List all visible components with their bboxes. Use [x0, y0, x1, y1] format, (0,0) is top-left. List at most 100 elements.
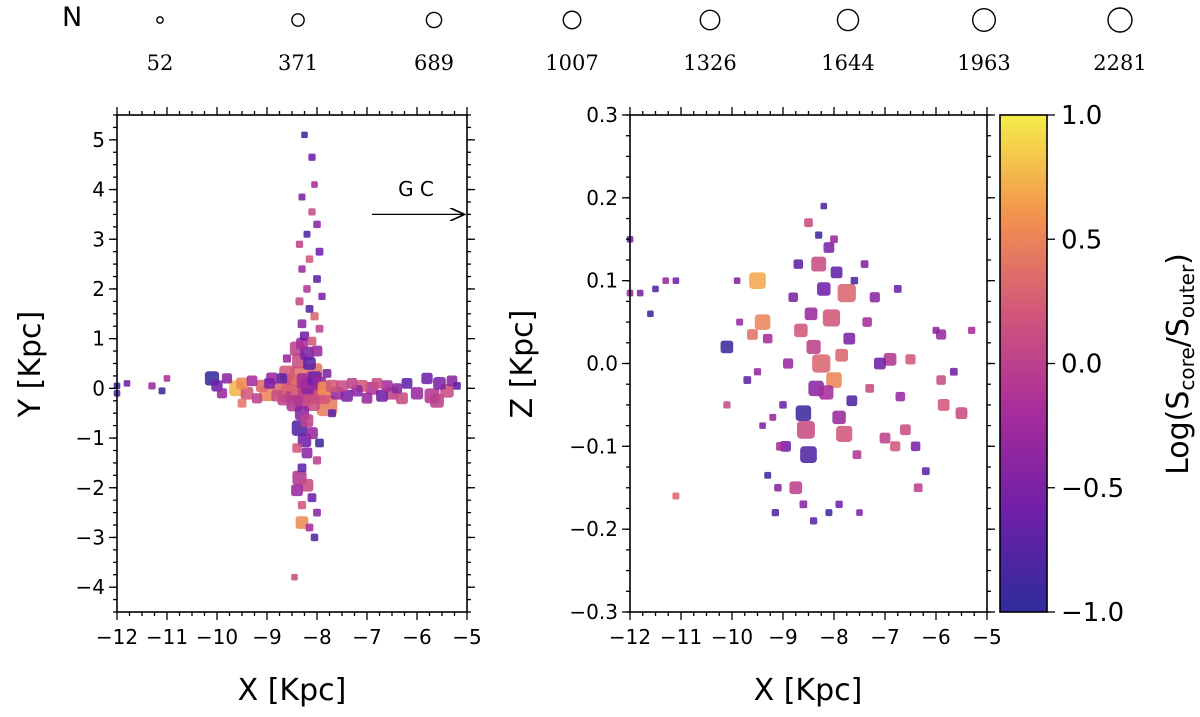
size-legend: N 52 371 689 1007 1326 1644 1963 2281	[62, 2, 1147, 75]
xz-point	[921, 467, 930, 476]
xz-point	[736, 318, 744, 326]
xz-point	[826, 372, 842, 388]
xz-point	[800, 446, 817, 463]
xy-point	[396, 392, 408, 405]
xy-point	[246, 375, 258, 387]
xy-point	[282, 354, 292, 363]
xy-x-tick-label: −12	[96, 625, 138, 649]
xz-x-tick-label: −10	[711, 625, 753, 649]
size-legend-marker	[291, 13, 305, 27]
xy-point	[297, 319, 307, 329]
xz-point	[723, 401, 731, 409]
xy-y-tick-label: −4	[76, 575, 105, 599]
xz-point	[672, 492, 680, 500]
xy-point	[308, 208, 316, 216]
xy-x-tick-label: −8	[302, 625, 331, 649]
xy-point	[305, 523, 314, 532]
xz-point	[720, 340, 734, 354]
xy-point	[361, 392, 373, 404]
xy-point	[305, 304, 314, 313]
colorbar-tick-label: 1.0	[1061, 101, 1102, 131]
xz-point	[815, 231, 823, 239]
xy-point	[311, 345, 323, 357]
xz-point	[846, 395, 858, 407]
xz-point	[672, 277, 680, 284]
xy-point	[236, 377, 248, 390]
xz-y-tick-label: 0.2	[586, 186, 618, 210]
xz-point	[754, 314, 771, 330]
xy-y-tick-label: 2	[92, 277, 105, 301]
xy-point	[300, 414, 314, 428]
xy-point	[307, 336, 317, 346]
xz-y-tick-label: −0.2	[569, 517, 618, 541]
xy-point	[276, 373, 288, 384]
xz-point	[809, 517, 818, 525]
size-legend-marker	[425, 11, 443, 29]
xz-x-tick-label: −7	[870, 625, 899, 649]
xz-x-tick-label: −11	[660, 625, 702, 649]
xy-point	[297, 463, 307, 473]
xy-point	[291, 573, 298, 581]
xz-point	[823, 242, 835, 253]
xy-point	[301, 447, 313, 459]
xz-ticks: −12 −11 −10 −9 −8 −7 −6 −5 −0.3 −0.2 −0.1 0.0 0.1 0.2…	[569, 103, 1001, 649]
xz-point	[830, 266, 843, 279]
xy-point	[305, 255, 314, 263]
xz-point	[852, 450, 862, 459]
xy-point	[336, 380, 348, 392]
xy-x-tick-label: −6	[402, 625, 431, 649]
xz-point	[771, 508, 779, 517]
xy-point	[221, 373, 233, 384]
xz-y-axis-title: Z [Kpc]	[505, 310, 540, 419]
xz-point	[968, 326, 976, 335]
xz-point	[779, 401, 787, 409]
xy-x-axis-title: X [Kpc]	[238, 673, 347, 708]
xy-point	[313, 220, 321, 229]
xz-point	[799, 500, 808, 509]
xy-point	[297, 501, 307, 510]
size-legend-value: 371	[278, 51, 318, 75]
xz-point	[662, 277, 670, 284]
xy-point	[308, 153, 316, 161]
xy-y-tick-label: 3	[92, 227, 105, 251]
xy-point	[310, 312, 319, 321]
gc-annotation-label: G C	[398, 177, 434, 201]
xz-point	[825, 509, 833, 517]
xz-point	[769, 413, 777, 421]
xy-point	[325, 379, 339, 393]
xz-point	[856, 509, 863, 516]
xy-point	[341, 389, 353, 402]
xy-point	[148, 382, 156, 390]
xy-point	[318, 292, 326, 301]
xz-point	[869, 292, 880, 303]
xy-point	[303, 230, 311, 238]
xy-point	[300, 478, 314, 492]
xy-y-tick-label: −1	[76, 426, 105, 450]
xy-point	[291, 484, 303, 497]
xz-point	[806, 339, 821, 355]
xy-point	[240, 386, 254, 400]
xz-y-tick-label: −0.3	[569, 600, 618, 624]
colorbar-label: Log(Score/Souter)	[1161, 253, 1199, 475]
xy-point	[271, 390, 283, 402]
xz-point	[647, 310, 654, 318]
xz-point	[804, 307, 818, 321]
xz-point	[804, 218, 813, 228]
xy-point	[251, 393, 263, 404]
xz-point	[835, 500, 843, 508]
xz-y-tick-label: −0.1	[569, 434, 618, 458]
colorbar-tick-label: 0.5	[1061, 225, 1102, 255]
xz-point	[932, 326, 940, 334]
xz-point	[817, 282, 831, 296]
xz-point	[797, 420, 815, 439]
size-legend-value: 689	[414, 51, 454, 75]
colorbar-gradient	[999, 114, 1048, 613]
xz-point	[774, 483, 782, 492]
xz-point	[913, 483, 923, 493]
xy-point	[292, 443, 302, 453]
xy-y-tick-label: 4	[92, 178, 105, 202]
xz-point	[865, 383, 875, 393]
xz-point	[937, 399, 950, 411]
xy-point	[123, 380, 131, 387]
